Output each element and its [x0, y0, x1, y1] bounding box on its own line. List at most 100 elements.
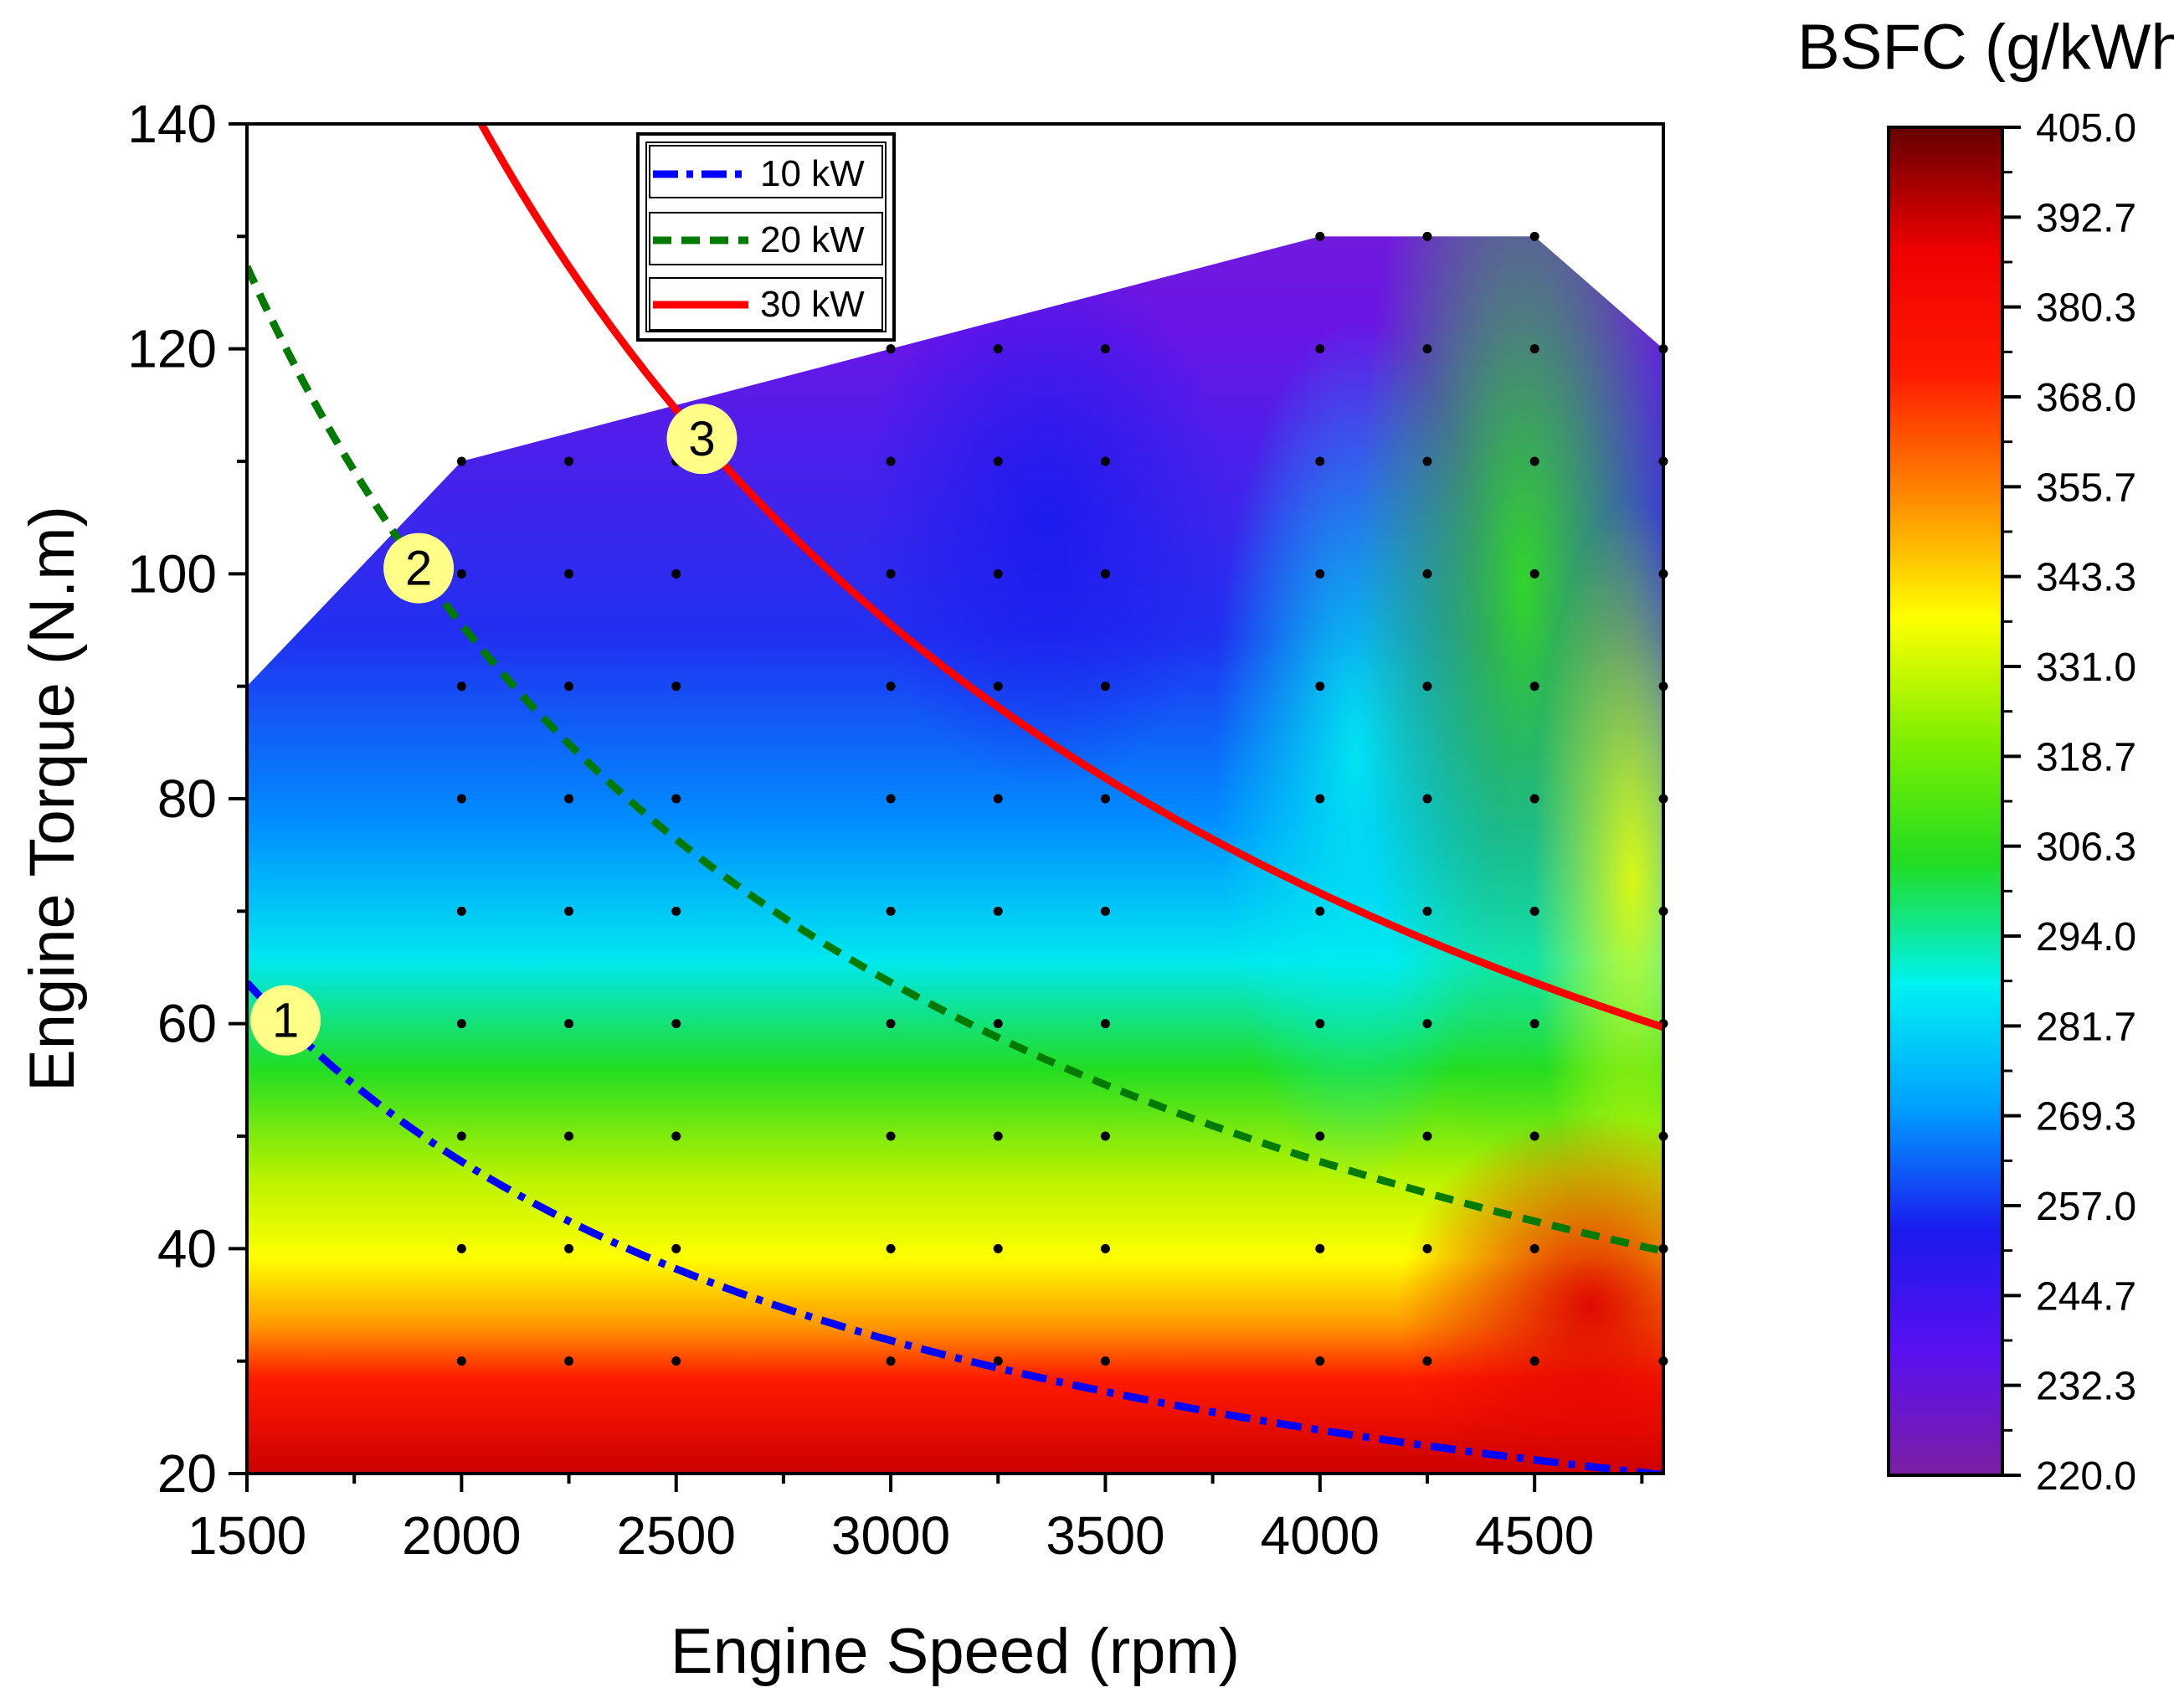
legend: 10 kW 20 kW 30 kW: [636, 132, 896, 342]
measurement-dot: [564, 1131, 574, 1141]
measurement-dot: [456, 1356, 466, 1366]
y-tick-label: 80: [157, 769, 217, 829]
measurement-dot: [886, 1019, 896, 1029]
measurement-dot: [1529, 231, 1539, 241]
measurement-dot: [456, 1019, 466, 1029]
measurement-dot: [671, 682, 681, 692]
colorbar-ramp: [1887, 126, 2004, 1477]
measurement-dot: [1529, 794, 1539, 804]
x-tick-label: 4500: [1475, 1505, 1594, 1566]
measurement-dot: [1529, 344, 1539, 354]
measurement-dot: [1315, 456, 1325, 466]
measurement-dot: [1100, 1243, 1110, 1253]
measurement-dot: [1315, 568, 1325, 579]
colorbar-title: BSFC (g/kWh): [1797, 12, 2174, 83]
measurement-dot: [1529, 1019, 1539, 1029]
measurement-dot: [1529, 1356, 1539, 1366]
measurement-dot: [1100, 906, 1110, 916]
measurement-dot: [456, 794, 466, 804]
colorbar-tick-label: 306.3: [2036, 826, 2136, 870]
measurement-dot: [1422, 1356, 1432, 1366]
measurement-dot: [1100, 1356, 1110, 1366]
y-axis-ticks: 20 40 60 80 100 120 140: [127, 94, 247, 1504]
measurement-dot: [886, 682, 896, 692]
measurement-dot: [1100, 568, 1110, 579]
measurement-dot: [993, 906, 1003, 916]
colorbar-tick-label: 257.0: [2036, 1185, 2136, 1229]
measurement-dot: [671, 906, 681, 916]
y-tick-label: 100: [127, 543, 217, 604]
operating-point-2: 2: [383, 532, 455, 604]
operating-point-label: 2: [405, 542, 432, 596]
measurement-dot: [1315, 906, 1325, 916]
measurement-dot: [456, 456, 466, 466]
measurement-dot: [886, 1131, 896, 1141]
x-axis-label: Engine Speed (rpm): [671, 1616, 1240, 1687]
measurement-dot: [1100, 344, 1110, 354]
power-curves: [247, 124, 1663, 1474]
y-tick-label: 60: [157, 994, 217, 1054]
measurement-dot: [1422, 794, 1432, 804]
measurement-dot: [1315, 682, 1325, 692]
measurement-dot: [1422, 682, 1432, 692]
measurement-dot: [886, 344, 896, 354]
measurement-dot: [564, 794, 574, 804]
colorbar-tick-label: 281.7: [2036, 1005, 2136, 1049]
operating-point-label: 1: [272, 994, 299, 1048]
measurement-dot: [993, 1019, 1003, 1029]
measurement-dot: [993, 456, 1003, 466]
measurement-dot: [993, 682, 1003, 692]
colorbar-tick-label: 294.0: [2036, 915, 2136, 959]
legend-label-10kw: 10 kW: [760, 153, 865, 194]
measurement-dot: [1422, 344, 1432, 354]
measurement-dot: [1315, 1019, 1325, 1029]
measurement-dot: [1315, 231, 1325, 241]
colorbar-ticks: 405.0 392.7 380.3 368.0 355.7 343.3 331.0 318.7…: [2002, 106, 2136, 1499]
y-tick-label: 20: [157, 1443, 217, 1504]
measurement-dot: [671, 1356, 681, 1366]
measurement-dot: [456, 1243, 466, 1253]
measurement-dot: [886, 794, 896, 804]
measurement-dot: [993, 1356, 1003, 1366]
x-tick-label: 1500: [188, 1505, 306, 1566]
measurement-dot: [1422, 231, 1432, 241]
measurement-dot: [564, 456, 574, 466]
measurement-dot: [1100, 794, 1110, 804]
measurement-dot: [1529, 456, 1539, 466]
colorbar-tick-label: 343.3: [2036, 556, 2136, 600]
measurement-dot: [993, 568, 1003, 579]
measurement-dot: [671, 568, 681, 579]
measurement-dot: [886, 906, 896, 916]
colorbar-tick-label: 331.0: [2036, 646, 2136, 690]
measurement-dot: [886, 1356, 896, 1366]
operating-point-3: 3: [666, 404, 738, 475]
measurement-dot: [1529, 1131, 1539, 1141]
measurement-dot: [1529, 682, 1539, 692]
colorbar-tick-label: 232.3: [2036, 1365, 2136, 1409]
measurement-dot: [1315, 794, 1325, 804]
measurement-dot: [564, 1356, 574, 1366]
measurement-dot: [1315, 1243, 1325, 1253]
x-tick-label: 2000: [402, 1505, 521, 1566]
colorbar-tick-label: 355.7: [2036, 466, 2136, 510]
measurement-dot: [564, 906, 574, 916]
y-axis-label: Engine Torque (N.m): [17, 506, 88, 1092]
measurement-dot: [564, 568, 574, 579]
colorbar-tick-label: 244.7: [2036, 1274, 2136, 1319]
colorbar-tick-label: 392.7: [2036, 196, 2136, 240]
measurement-dot: [671, 1243, 681, 1253]
measurement-dot: [1529, 1243, 1539, 1253]
measurement-dot: [886, 1243, 896, 1253]
colorbar-tick-label: 269.3: [2036, 1095, 2136, 1140]
colorbar-tick-label: 380.3: [2036, 286, 2136, 331]
measurement-dot: [456, 1131, 466, 1141]
measurement-dot: [886, 456, 896, 466]
measurement-dot: [456, 568, 466, 579]
bsfc-contour-map: [247, 236, 1663, 1474]
operating-point-1: 1: [250, 985, 321, 1056]
measurement-dot: [1529, 906, 1539, 916]
x-axis-ticks: 1500 2000 2500 3000 3500 4000 4500: [188, 1474, 1644, 1566]
operating-point-markers: 1 2 3: [250, 404, 738, 1056]
colorbar-tick-label: 220.0: [2036, 1454, 2136, 1499]
